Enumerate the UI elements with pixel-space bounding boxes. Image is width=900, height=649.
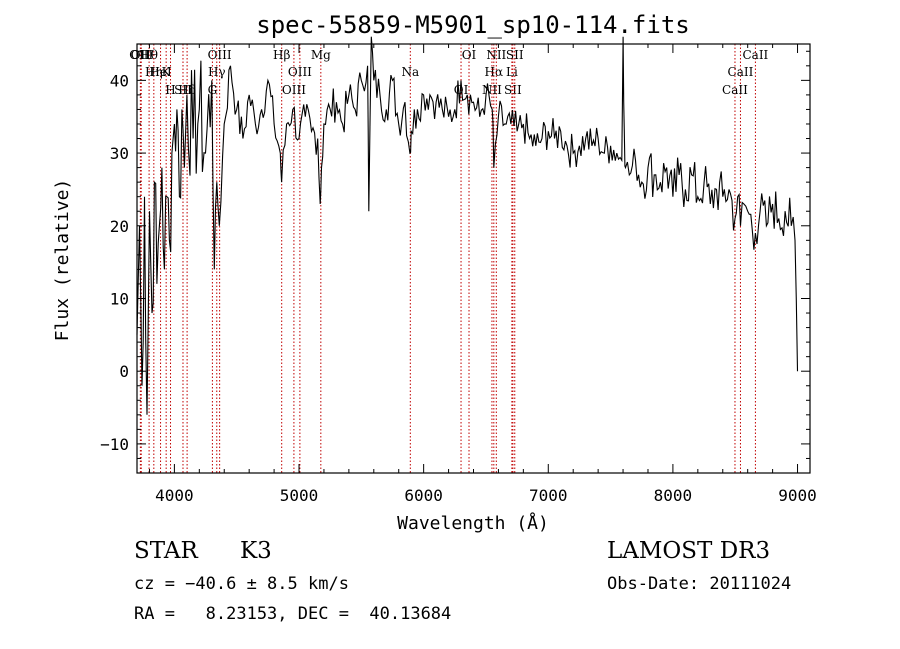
- observation-date: Obs-Date: 20111024: [607, 574, 792, 594]
- chart-title: spec-55859-M5901_sp10-114.fits: [256, 11, 689, 39]
- x-axis-label: Wavelength (Å): [397, 512, 549, 534]
- y-tick-label: 20: [110, 217, 129, 236]
- spectral-line-label: CaII: [728, 65, 754, 79]
- axis-ticks: 4000 5000 6000 7000 8000 9000 −10 0 10 20 30 40: [100, 44, 817, 505]
- spectral-line-label: Li: [506, 65, 518, 79]
- spectral-line-label: SII: [174, 83, 192, 97]
- spectral-line-label: H: [165, 83, 175, 97]
- spectral-line-label: Hβ: [273, 48, 290, 62]
- survey-name: LAMOST DR3: [607, 538, 771, 564]
- spectral-line-label: OIII: [129, 48, 153, 62]
- spectrum-line: [136, 36, 799, 415]
- spectral-line-label: NII: [486, 48, 506, 62]
- spectral-line-label: OIII: [288, 65, 312, 79]
- spectral-line-markers: HθKHδOIIIHγGOIIHeISIIOIIIHηHHβOIIIOIIIMg…: [129, 44, 769, 473]
- object-class: STAR: [134, 538, 198, 564]
- y-axis-label: Flux (relative): [52, 179, 73, 342]
- redshift-velocity: cz = −40.6 ± 8.5 km/s: [134, 574, 349, 594]
- spectral-line-label: Hα: [485, 65, 504, 79]
- x-tick-label: 9000: [778, 486, 817, 505]
- x-tick-label: 7000: [529, 486, 568, 505]
- spectral-line-label: CaII: [722, 83, 748, 97]
- y-tick-label: 0: [119, 362, 129, 381]
- plot-frame: [136, 43, 811, 474]
- spectral-line-label: Hη: [145, 65, 163, 79]
- spectral-line-label: SII: [506, 48, 524, 62]
- y-tick-label: 30: [110, 144, 129, 163]
- spectral-line-label: SII: [504, 83, 522, 97]
- spectral-line-label: CaII: [742, 48, 768, 62]
- spectral-line-label: OII: [131, 48, 151, 62]
- spectral-line-label: NII: [482, 83, 502, 97]
- spectral-line-label: Mg: [311, 48, 331, 62]
- spectral-line-label: OI: [462, 48, 477, 62]
- spectral-line-label: Hγ: [208, 65, 226, 79]
- spectral-line-label: Na: [401, 65, 419, 79]
- x-tick-label: 6000: [404, 486, 443, 505]
- coordinates: RA = 8.23153, DEC = 40.13684: [134, 604, 452, 624]
- x-tick-label: 5000: [280, 486, 319, 505]
- y-tick-label: 10: [110, 289, 129, 308]
- x-tick-label: 4000: [155, 486, 194, 505]
- y-tick-label: 40: [110, 71, 129, 90]
- x-tick-label: 8000: [654, 486, 693, 505]
- spectral-line-label: OIII: [208, 48, 232, 62]
- spectral-line-label: K: [162, 65, 172, 79]
- spectral-line-label: OIII: [282, 83, 306, 97]
- y-tick-label: −10: [100, 435, 129, 454]
- subclass: K3: [240, 538, 272, 564]
- spectral-line-label: HeI: [149, 65, 172, 79]
